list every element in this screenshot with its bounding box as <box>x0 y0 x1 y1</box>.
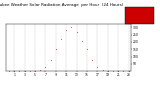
Text: Milwaukee Weather Solar Radiation Average  per Hour  (24 Hours): Milwaukee Weather Solar Radiation Averag… <box>0 3 124 7</box>
